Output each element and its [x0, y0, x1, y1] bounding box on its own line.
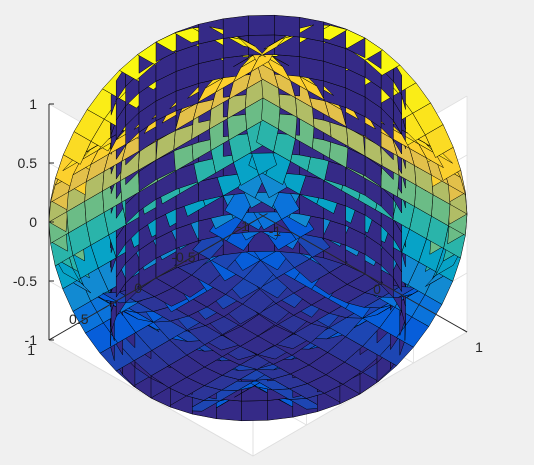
y-tick-label: -1 [237, 218, 250, 234]
y-tick-mark [209, 244, 215, 248]
x-tick-mark [462, 329, 468, 333]
surface-patches [48, 14, 468, 422]
z-tick-label: -1 [25, 332, 38, 348]
y-tick-mark [102, 306, 108, 310]
axes-box-front-edges [48, 103, 468, 341]
tick-labels: -1-0.500.51-1-0.500.51-101 [13, 96, 483, 358]
z-tick-label: 0.5 [18, 155, 38, 171]
z-tick-label: -0.5 [13, 273, 37, 289]
surface-1-patch [274, 14, 300, 38]
x-tick-label: 0 [373, 281, 381, 297]
z-tick-label: 1 [29, 96, 37, 112]
y-tick-mark [48, 337, 54, 341]
x-tick-mark [258, 213, 264, 217]
x-tick-label: -1 [269, 223, 282, 239]
y-tick-mark [262, 213, 268, 217]
surface-1-patch [222, 15, 249, 39]
y-tick-label: 0 [134, 280, 142, 296]
surface-1-patch [248, 14, 275, 36]
y-tick-mark [155, 275, 161, 279]
x-tick-label: 1 [475, 339, 483, 355]
x-tick-mark [360, 271, 366, 275]
y-tick-label: -0.5 [171, 249, 195, 265]
y-tick-label: 0.5 [69, 311, 89, 327]
y-tick-label: 1 [27, 342, 35, 358]
z-tick-label: 0 [29, 214, 37, 230]
surface-1-patch [241, 400, 268, 422]
